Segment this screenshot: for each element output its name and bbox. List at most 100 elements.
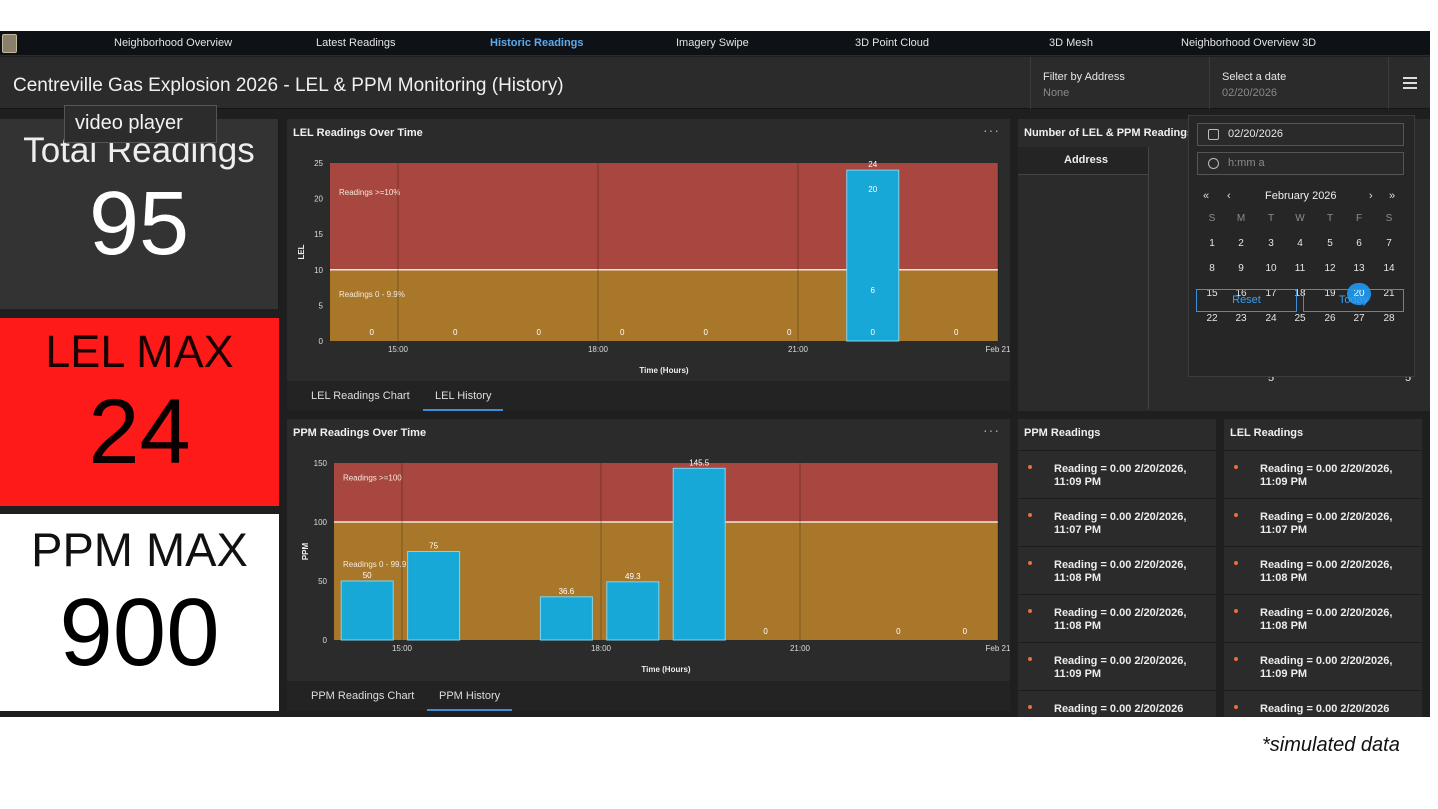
calendar-day[interactable]: 11 bbox=[1294, 263, 1306, 274]
calendar-day[interactable]: 1 bbox=[1209, 238, 1215, 249]
bar-value-label: 145.5 bbox=[689, 458, 710, 467]
calendar-day[interactable]: 19 bbox=[1324, 288, 1336, 299]
calendar-day[interactable]: 17 bbox=[1265, 288, 1277, 299]
calendar-month-label: February 2026 bbox=[1265, 190, 1337, 202]
menu-button[interactable] bbox=[1388, 57, 1430, 109]
calendar-day[interactable]: 8 bbox=[1209, 263, 1215, 274]
nav-historic-readings[interactable]: Historic Readings bbox=[490, 37, 584, 49]
bar-inner-label: 20 bbox=[868, 185, 877, 194]
calendar-day[interactable]: 2 bbox=[1238, 238, 1244, 249]
bar-value-label: 0 bbox=[963, 627, 968, 636]
total-readings-value: 95 bbox=[88, 174, 190, 274]
calendar-day[interactable]: 28 bbox=[1383, 313, 1395, 324]
dashboard-app: Neighborhood Overview Latest Readings Hi… bbox=[0, 31, 1430, 717]
nav-latest-readings[interactable]: Latest Readings bbox=[316, 37, 396, 49]
calendar-day[interactable]: 25 bbox=[1294, 313, 1306, 324]
calendar-day[interactable]: 7 bbox=[1386, 238, 1392, 249]
list-item[interactable]: Reading = 0.00 2/20/2026, 11:08 PM bbox=[1224, 594, 1422, 641]
bar-value-label: 0 bbox=[704, 328, 709, 337]
tab-ppm-readings-chart[interactable]: PPM Readings Chart bbox=[311, 690, 415, 702]
y-axis-label: PPM bbox=[301, 543, 310, 561]
calendar-day[interactable]: 20 bbox=[1347, 283, 1371, 305]
date-input-field[interactable]: 02/20/2026 bbox=[1197, 123, 1404, 146]
calendar-day[interactable]: 14 bbox=[1383, 263, 1395, 274]
nav-imagery-swipe[interactable]: Imagery Swipe bbox=[676, 37, 749, 49]
y-tick-label: 5 bbox=[319, 301, 324, 310]
ppm-tabs: PPM Readings Chart PPM History bbox=[287, 681, 1010, 711]
calendar-today-button[interactable]: Today bbox=[1303, 289, 1404, 312]
list-item-text: Reading = 0.00 2/20/2026 bbox=[1260, 703, 1390, 715]
nav-3d-point-cloud[interactable]: 3D Point Cloud bbox=[855, 37, 929, 49]
calendar-day[interactable]: 24 bbox=[1265, 313, 1277, 324]
bar-inner-label: 6 bbox=[871, 286, 876, 295]
calendar-day[interactable]: 26 bbox=[1324, 313, 1336, 324]
first-month-icon[interactable]: « bbox=[1203, 190, 1210, 202]
calendar-reset-button[interactable]: Reset bbox=[1196, 289, 1297, 312]
time-input-placeholder: h:mm a bbox=[1228, 157, 1265, 169]
weekday-label: S bbox=[1385, 213, 1393, 224]
list-item[interactable]: Reading = 0.00 2/20/2026, 11:09 PM bbox=[1224, 450, 1422, 497]
weekday-label: S bbox=[1208, 213, 1216, 224]
list-item[interactable]: Reading = 0.00 2/20/2026 bbox=[1018, 690, 1216, 717]
list-item[interactable]: Reading = 0.00 2/20/2026, 11:09 PM bbox=[1018, 450, 1216, 497]
bar-value-label: 0 bbox=[896, 627, 901, 636]
chart-bar bbox=[539, 596, 593, 641]
tab-lel-history[interactable]: LEL History bbox=[423, 387, 504, 411]
next-month-icon[interactable]: › bbox=[1369, 190, 1373, 202]
calendar-day[interactable]: 6 bbox=[1356, 238, 1362, 249]
calendar-day[interactable]: 12 bbox=[1324, 263, 1336, 274]
bar-value-label: 0 bbox=[537, 328, 542, 337]
list-item[interactable]: Reading = 0.00 2/20/2026, 11:07 PM bbox=[1018, 498, 1216, 545]
lel-more-options-icon[interactable]: ··· bbox=[983, 122, 1000, 138]
calendar-day[interactable]: 13 bbox=[1353, 263, 1365, 274]
list-item[interactable]: Reading = 0.00 2/20/2026, 11:07 PM bbox=[1224, 498, 1422, 545]
nav-3d-mesh[interactable]: 3D Mesh bbox=[1049, 37, 1094, 49]
calendar-day[interactable]: 23 bbox=[1235, 313, 1247, 324]
bar-value-label: 36.6 bbox=[559, 587, 575, 596]
list-item[interactable]: Reading = 0.00 2/20/2026, 11:08 PM bbox=[1224, 546, 1422, 593]
list-item[interactable]: Reading = 0.00 2/20/2026, 11:08 PM bbox=[1018, 546, 1216, 593]
simulated-data-note: *simulated data bbox=[1262, 734, 1400, 756]
list-item-text: Reading = 0.00 2/20/2026, 11:09 PM bbox=[1054, 655, 1187, 680]
top-nav: Neighborhood Overview Latest Readings Hi… bbox=[0, 31, 1430, 56]
tab-lel-readings-chart[interactable]: LEL Readings Chart bbox=[311, 390, 410, 402]
date-selector[interactable]: Select a date 02/20/2026 bbox=[1209, 57, 1388, 109]
list-item[interactable]: Reading = 0.00 2/20/2026 bbox=[1224, 690, 1422, 717]
table-cell: 5 bbox=[1405, 372, 1412, 384]
bullet-icon bbox=[1234, 609, 1238, 613]
lel-tabs: LEL Readings Chart LEL History bbox=[287, 381, 1010, 411]
time-input-field[interactable]: h:mm a bbox=[1197, 152, 1404, 175]
chart-bar bbox=[606, 581, 660, 641]
calendar-day[interactable]: 27 bbox=[1353, 313, 1365, 324]
weekday-label: F bbox=[1355, 213, 1363, 224]
calendar-day[interactable]: 5 bbox=[1327, 238, 1333, 249]
zone-label: Readings 0 - 99.9 bbox=[343, 560, 407, 569]
tab-ppm-history[interactable]: PPM History bbox=[427, 687, 513, 711]
nav-neighborhood-overview-3d[interactable]: Neighborhood Overview 3D bbox=[1181, 37, 1317, 49]
list-item[interactable]: Reading = 0.00 2/20/2026, 11:09 PM bbox=[1224, 642, 1422, 689]
calendar-day[interactable]: 10 bbox=[1265, 263, 1277, 274]
last-month-icon[interactable]: » bbox=[1389, 190, 1396, 202]
table-header-address[interactable]: Address bbox=[1018, 147, 1148, 175]
calendar-day[interactable]: 3 bbox=[1268, 238, 1274, 249]
calendar-day[interactable]: 22 bbox=[1206, 313, 1218, 324]
prev-month-icon[interactable]: ‹ bbox=[1227, 190, 1231, 202]
nav-neighborhood-overview[interactable]: Neighborhood Overview bbox=[114, 37, 233, 49]
filter-by-address[interactable]: Filter by Address None bbox=[1030, 57, 1208, 109]
calendar-day[interactable]: 18 bbox=[1294, 288, 1306, 299]
calendar-day[interactable]: 16 bbox=[1235, 288, 1247, 299]
y-tick-label: 10 bbox=[314, 266, 323, 275]
ppm-more-options-icon[interactable]: ··· bbox=[983, 422, 1000, 438]
calendar-day[interactable]: 15 bbox=[1206, 288, 1218, 299]
bar-value-label: 0 bbox=[620, 328, 625, 337]
x-axis-label: Time (Hours) bbox=[641, 665, 691, 674]
calendar-day[interactable]: 4 bbox=[1297, 238, 1303, 249]
y-tick-label: 15 bbox=[314, 230, 323, 239]
list-item[interactable]: Reading = 0.00 2/20/2026, 11:09 PM bbox=[1018, 642, 1216, 689]
x-axis-label: Time (Hours) bbox=[639, 366, 689, 375]
list-item[interactable]: Reading = 0.00 2/20/2026, 11:08 PM bbox=[1018, 594, 1216, 641]
calendar-day[interactable]: 9 bbox=[1238, 263, 1244, 274]
list-item-text: Reading = 0.00 2/20/2026, 11:07 PM bbox=[1054, 511, 1187, 536]
calendar-day[interactable]: 21 bbox=[1383, 288, 1395, 299]
y-tick-label: 100 bbox=[314, 518, 328, 527]
